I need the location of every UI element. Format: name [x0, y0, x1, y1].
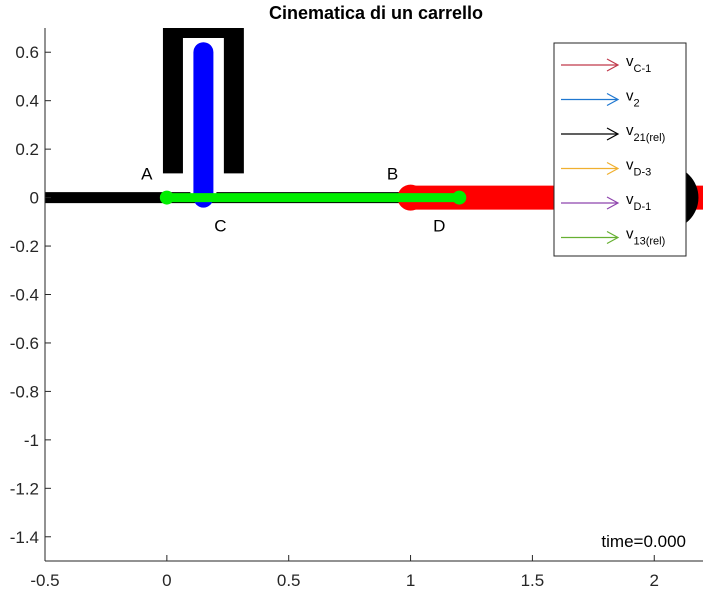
- legend-item[interactable]: v21(rel): [561, 122, 665, 144]
- legend-arrow-head: [606, 161, 620, 176]
- x-tick-label: -0.5: [30, 571, 59, 590]
- legend-arrow-head: [606, 58, 620, 72]
- point-label-a: A: [141, 165, 153, 184]
- point-label-b: B: [387, 165, 398, 184]
- point-label-c: C: [214, 217, 226, 236]
- rod-end-d: [452, 190, 467, 205]
- legend-item[interactable]: vC-1: [561, 53, 651, 75]
- y-tick-label: 0: [30, 189, 39, 208]
- chart-title: Cinematica di un carrello: [269, 3, 483, 23]
- guide-frame: [162, 28, 244, 174]
- x-tick-label: 0: [162, 571, 171, 590]
- legend-arrow-head: [606, 92, 620, 107]
- y-tick-label: -0.6: [10, 334, 39, 353]
- legend-item[interactable]: v13(rel): [561, 226, 665, 248]
- x-tick-label: 1: [406, 571, 415, 590]
- legend-item[interactable]: v2: [561, 88, 640, 110]
- legend-label: vD-1: [626, 191, 651, 213]
- x-tick-label: 1.5: [521, 571, 545, 590]
- y-tick-label: 0.2: [15, 140, 39, 159]
- legend-label: vD-3: [626, 157, 651, 179]
- legend[interactable]: vC-1 v2 v21(rel) vD-3 vD-1 v13(rel): [553, 42, 687, 257]
- legend-item[interactable]: vD-3: [561, 157, 651, 179]
- y-tick-label: -0.4: [10, 286, 39, 305]
- y-tick-label: -0.2: [10, 237, 39, 256]
- legend-arrow-head: [606, 127, 620, 141]
- legend-label: vC-1: [626, 53, 651, 75]
- legend-label: v13(rel): [626, 226, 665, 248]
- y-tick-label: -1: [24, 431, 39, 450]
- y-tick-label: 0.6: [15, 43, 39, 62]
- time-annotation: time=0.000: [601, 532, 686, 551]
- legend-arrow-head: [606, 196, 620, 210]
- legend-arrow-head: [606, 230, 620, 245]
- legend-box: [553, 42, 687, 257]
- x-tick-label: 0.5: [277, 571, 301, 590]
- rod-end-a: [159, 190, 174, 205]
- y-tick-label: -1.4: [10, 528, 39, 547]
- y-tick-label: -0.8: [10, 382, 39, 401]
- legend-label: v2: [626, 88, 640, 110]
- point-label-d: D: [433, 217, 445, 236]
- legend-item[interactable]: vD-1: [561, 191, 651, 213]
- x-tick-label: 2: [650, 571, 659, 590]
- y-tick-label: 0.4: [15, 92, 39, 111]
- legend-label: v21(rel): [626, 122, 665, 144]
- y-tick-label: -1.2: [10, 479, 39, 498]
- axes: -0.5 0 0.5 1 1.5 2 -1.4 -1.2 -1 -0.8 -0.6 -0.4 -0.2 0…: [10, 28, 703, 590]
